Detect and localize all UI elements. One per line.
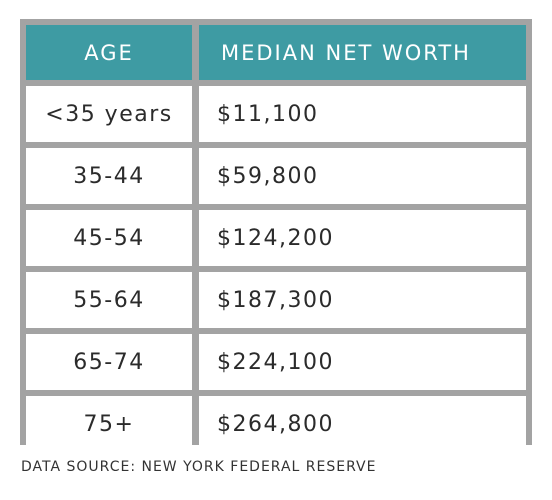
header-median-net-worth: MEDIAN NET WORTH xyxy=(199,25,526,80)
net-worth-table: AGE MEDIAN NET WORTH <35 years $11,100 3… xyxy=(20,19,532,452)
cell-age: <35 years xyxy=(26,86,192,142)
data-source-note: DATA SOURCE: NEW YORK FEDERAL RESERVE xyxy=(21,459,377,475)
header-age: AGE xyxy=(26,25,192,80)
cell-net-worth: $11,100 xyxy=(199,86,526,142)
cell-age: 45-54 xyxy=(26,210,192,266)
cell-net-worth: $224,100 xyxy=(199,334,526,390)
cell-age: 55-64 xyxy=(26,272,192,328)
cell-net-worth: $124,200 xyxy=(199,210,526,266)
cell-net-worth: $187,300 xyxy=(199,272,526,328)
cell-net-worth: $264,800 xyxy=(199,396,526,452)
cell-age: 35-44 xyxy=(26,148,192,204)
cell-age: 65-74 xyxy=(26,334,192,390)
cell-net-worth: $59,800 xyxy=(199,148,526,204)
cell-age: 75+ xyxy=(26,396,192,452)
table-grid: AGE MEDIAN NET WORTH <35 years $11,100 3… xyxy=(26,25,526,452)
